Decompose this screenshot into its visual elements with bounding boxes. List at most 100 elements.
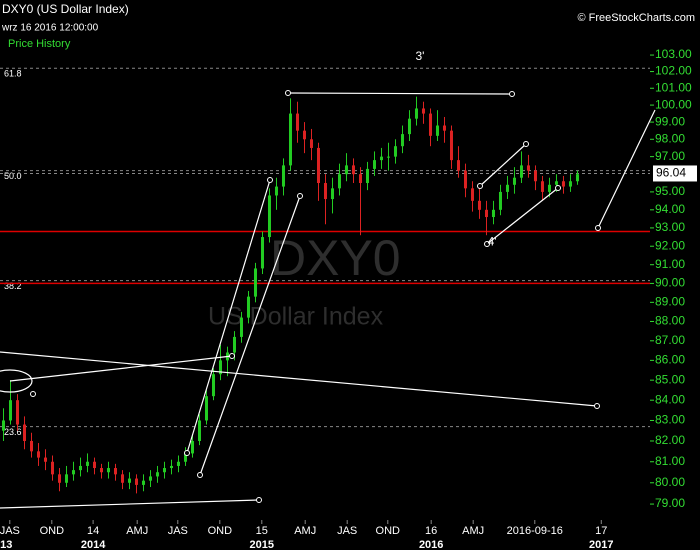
candle-body — [456, 160, 460, 171]
candle-body — [22, 424, 26, 441]
candle-body — [547, 184, 551, 192]
candle-body — [190, 440, 194, 454]
y-tick-label: 87.00 — [655, 333, 685, 347]
candle-body — [155, 472, 159, 477]
trendline — [0, 499, 260, 509]
candle-body — [162, 468, 166, 473]
x-tick-label: AMJ — [462, 525, 484, 537]
anchor — [30, 391, 36, 397]
levels: 61.8 50.0 38.2 23.6 — [0, 67, 650, 437]
y-tick-label: 101.00 — [655, 80, 692, 94]
candle-body — [71, 470, 75, 475]
candle-body — [169, 465, 173, 469]
candle-body — [1, 420, 5, 431]
x-tick-label: OND — [208, 525, 233, 537]
fib-label: 23.6 — [4, 427, 22, 437]
candle-body — [484, 209, 488, 218]
anchor — [184, 450, 190, 456]
anchor — [484, 241, 490, 247]
y-tick-label: 93.00 — [655, 220, 685, 234]
trendlines — [0, 90, 656, 509]
candle-body — [127, 478, 131, 483]
candle-body — [526, 165, 530, 171]
candle-body — [15, 400, 19, 425]
trendline — [287, 92, 513, 95]
candle-body — [281, 165, 285, 187]
y-tick-label: 86.00 — [655, 353, 685, 367]
candle-body — [351, 165, 355, 175]
candle-body — [519, 165, 523, 178]
anchor — [229, 353, 235, 359]
candle-body — [512, 177, 516, 185]
year-label: 2016 — [419, 539, 443, 550]
candle-body — [421, 108, 425, 114]
candle-body — [505, 184, 509, 192]
candle-body — [533, 170, 537, 182]
fib-label: 61.8 — [4, 69, 22, 79]
y-tick-label: 84.00 — [655, 392, 685, 406]
candle-body — [414, 108, 418, 119]
candle-body — [148, 476, 152, 481]
x-tick-label: JAS — [168, 525, 188, 537]
candle-body — [477, 200, 481, 210]
fib-label: 38.2 — [4, 281, 22, 291]
y-tick-label: 81.00 — [655, 454, 685, 468]
candle-body — [379, 156, 383, 161]
y-tick-label: 100.00 — [655, 97, 692, 111]
x-tick-label: 17 — [595, 525, 607, 537]
candle-body — [491, 209, 495, 218]
x-tick-label: AMJ — [126, 525, 148, 537]
anchor — [285, 90, 291, 96]
trendline — [9, 355, 233, 382]
candle-body — [330, 188, 334, 200]
candle-body — [64, 474, 68, 483]
trendline — [479, 143, 527, 187]
trendline — [186, 179, 271, 454]
candle-body — [106, 468, 110, 473]
candle-body — [302, 130, 306, 140]
candle-body — [435, 125, 439, 136]
candle-body — [568, 181, 572, 187]
axes: 79.00 80.00 81.00 82.00 83.00 84.00 85.00 86.00… — [0, 47, 697, 550]
x-tick-label: JAS — [0, 525, 20, 537]
anchors — [30, 90, 601, 503]
candles — [1, 96, 579, 494]
y-tick-label: 79.00 — [655, 496, 685, 510]
candle-body — [295, 113, 299, 131]
anchor — [297, 193, 303, 199]
candle-body — [267, 195, 271, 238]
y-tick-label: 83.00 — [655, 413, 685, 427]
x-tick-label: JAS — [337, 525, 357, 537]
candle-body — [183, 453, 187, 462]
anchor — [256, 497, 262, 503]
candle-body — [50, 461, 54, 475]
candle-body — [407, 118, 411, 135]
candle-body — [344, 165, 348, 175]
annotation: 4' — [488, 235, 497, 249]
watermark-symbol: DXY0 — [270, 230, 401, 286]
anchor — [555, 185, 561, 191]
candle-body — [239, 317, 243, 337]
y-tick-label: 97.00 — [655, 149, 685, 163]
candle-body — [470, 188, 474, 201]
candle-body — [57, 474, 61, 483]
candle-body — [288, 113, 292, 166]
annotation: 3' — [416, 49, 425, 63]
legend-label: Price History — [8, 38, 71, 50]
year-label: 2014 — [81, 539, 106, 550]
candle-body — [561, 181, 565, 187]
x-tick-label: 15 — [256, 525, 268, 537]
x-tick-label: OND — [376, 525, 401, 537]
candle-body — [540, 181, 544, 192]
candle-body — [85, 461, 89, 466]
chart-title: DXY0 (US Dollar Index) — [2, 2, 129, 16]
candle-body — [575, 174, 579, 182]
x-tick-label: 2016-09-16 — [507, 525, 563, 537]
candle-body — [8, 400, 12, 421]
chart-subtitle: wrz 16 2016 12:00:00 — [1, 23, 99, 34]
candle-body — [442, 125, 446, 131]
y-tick-label: 89.00 — [655, 295, 685, 309]
year-label: 13 — [0, 539, 12, 550]
